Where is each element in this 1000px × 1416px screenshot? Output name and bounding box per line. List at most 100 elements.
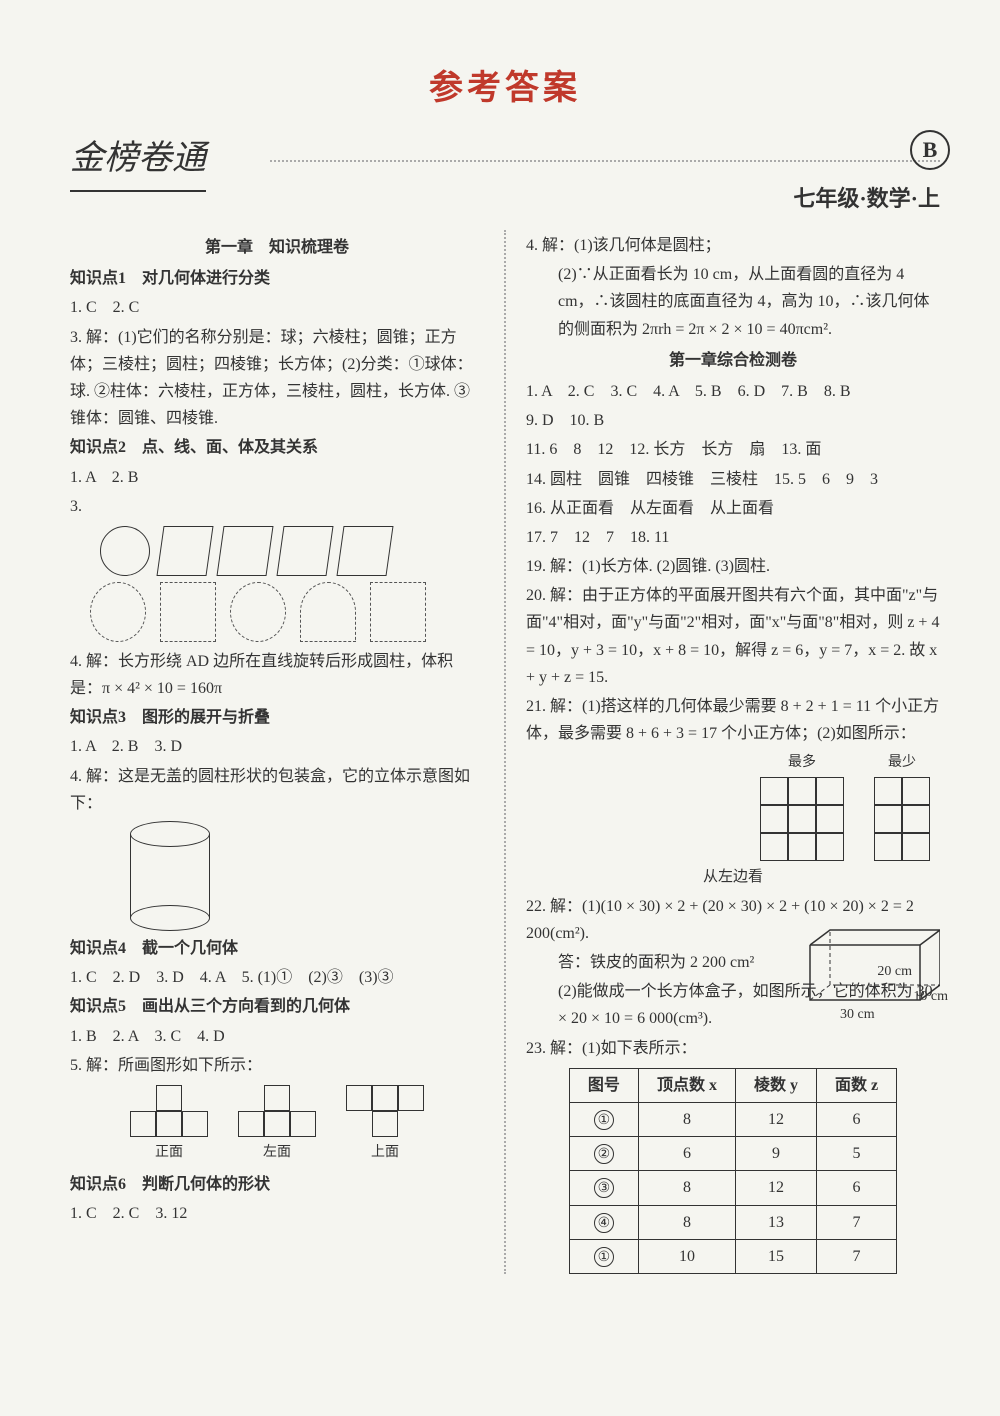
table-cell: 6 [816, 1171, 896, 1205]
page-title: 参考答案 [70, 60, 940, 118]
most-label: 最多 [760, 751, 844, 775]
t6: 17. 7 12 7 18. 11 [526, 524, 940, 551]
t9: 21. 解：(1)搭这样的几何体最少需要 8 + 2 + 1 = 11 个小正方… [526, 693, 940, 747]
t7: 19. 解：(1)长方体. (2)圆锥. (3)圆柱. [526, 553, 940, 580]
top-label: 上面 [346, 1141, 424, 1165]
table-cell: 7 [816, 1205, 896, 1239]
column-divider [504, 230, 506, 1274]
cuboid-figure: 20 cm 10 cm 30 cm [790, 925, 940, 1035]
kp5-answers-1: 1. B 2. A 3. C 4. D [70, 1023, 484, 1050]
three-views: 正面 左面 上面 [70, 1085, 484, 1165]
kp2-answers-1: 1. A 2. B [70, 464, 484, 491]
left-view-caption: 从左边看 [526, 865, 940, 891]
table-cell: ① [569, 1102, 638, 1136]
right-column: 4. 解：(1)该几何体是圆柱； (2)∵从正面看长为 10 cm，从上面看圆的… [526, 230, 940, 1274]
dim-20: 20 cm [877, 960, 912, 984]
left-label: 左面 [238, 1141, 316, 1165]
polyhedra-table: 图号顶点数 x棱数 y面数 z ①8126②695③8126④8137①1015… [569, 1068, 897, 1274]
solid-cube [160, 582, 216, 642]
t2: 9. D 10. B [526, 407, 940, 434]
table-cell: 12 [735, 1102, 816, 1136]
table-cell: 7 [816, 1239, 896, 1273]
table-cell: ③ [569, 1171, 638, 1205]
table-header: 棱数 y [735, 1068, 816, 1102]
left-column: 第一章 知识梳理卷 知识点1 对几何体进行分类 1. C 2. C 3. 解：(… [70, 230, 484, 1274]
table-cell: 15 [735, 1239, 816, 1273]
kp5-q5: 5. 解：所画图形如下所示： [70, 1052, 484, 1079]
table-cell: ② [569, 1137, 638, 1171]
open-cylinder-figure [130, 821, 210, 931]
kp6-answers: 1. C 2. C 3. 12 [70, 1200, 484, 1227]
table-cell: 10 [638, 1239, 735, 1273]
edition-badge: B [910, 130, 950, 170]
table-header: 面数 z [816, 1068, 896, 1102]
kp2-q4: 4. 解：长方形绕 AD 边所在直线旋转后形成圆柱，体积是：π × 4² × 1… [70, 648, 484, 702]
shape-outlines-row [100, 526, 484, 576]
least-grid: 最少 [874, 751, 930, 861]
kp3-q4: 4. 解：这是无盖的圆柱形状的包装盒，它的立体示意图如下： [70, 763, 484, 817]
kp3-title: 知识点3 图形的展开与折叠 [70, 704, 484, 731]
table-header: 图号 [569, 1068, 638, 1102]
t3: 11. 6 8 12 12. 长方 长方 扇 13. 面 [526, 436, 940, 463]
table-cell: 5 [816, 1137, 896, 1171]
kp1-answers-2: 3. 解：(1)它们的名称分别是：球；六棱柱；圆锥；正方体；三棱柱；圆柱；四棱锥… [70, 324, 484, 433]
kp4-title: 知识点4 截一个几何体 [70, 935, 484, 962]
table-cell: 6 [638, 1137, 735, 1171]
t1: 1. A 2. C 3. C 4. A 5. B 6. D 7. B 8. B [526, 378, 940, 405]
table-header: 顶点数 x [638, 1068, 735, 1102]
q4b: (2)∵从正面看长为 10 cm，从上面看圆的直径为 4 cm，∴该圆柱的底面直… [526, 261, 940, 343]
kp1-title: 知识点1 对几何体进行分类 [70, 265, 484, 292]
solids-row [90, 582, 484, 642]
table-cell: 8 [638, 1171, 735, 1205]
kp2-title: 知识点2 点、线、面、体及其关系 [70, 434, 484, 461]
table-row: ④8137 [569, 1205, 896, 1239]
grade-label: 七年级·数学·上 [793, 180, 940, 217]
kp2-q3: 3. [70, 493, 484, 520]
front-view: 正面 [130, 1085, 208, 1165]
table-row: ①10157 [569, 1239, 896, 1273]
table-row: ①8126 [569, 1102, 896, 1136]
left-view: 左面 [238, 1085, 316, 1165]
t11: 23. 解：(1)如下表所示： [526, 1035, 940, 1062]
table-cell: 8 [638, 1205, 735, 1239]
solid-cylinder [230, 582, 286, 642]
front-label: 正面 [130, 1141, 208, 1165]
table-row: ②695 [569, 1137, 896, 1171]
header: 参考答案 金榜卷通 B 七年级·数学·上 [70, 60, 940, 230]
dim-10: 10 cm [913, 985, 948, 1009]
table-cell: 6 [816, 1102, 896, 1136]
table-cell: 9 [735, 1137, 816, 1171]
shape-cuboid [276, 526, 333, 576]
solid-cone [300, 582, 356, 642]
test-title: 第一章综合检测卷 [526, 347, 940, 374]
q4a: 4. 解：(1)该几何体是圆柱； [526, 232, 940, 259]
t4: 14. 圆柱 圆锥 四棱锥 三棱柱 15. 5 6 9 3 [526, 466, 940, 493]
table-cell: 12 [735, 1171, 816, 1205]
table-cell: ① [569, 1239, 638, 1273]
kp1-answers-1: 1. C 2. C [70, 294, 484, 321]
shape-wedge [336, 526, 393, 576]
table-cell: ④ [569, 1205, 638, 1239]
kp5-title: 知识点5 画出从三个方向看到的几何体 [70, 993, 484, 1020]
solid-pyramid [370, 582, 426, 642]
least-label: 最少 [874, 751, 930, 775]
content-columns: 第一章 知识梳理卷 知识点1 对几何体进行分类 1. C 2. C 3. 解：(… [70, 230, 940, 1274]
t8: 20. 解：由于正方体的平面展开图共有六个面，其中面"z"与面"4"相对，面"y… [526, 582, 940, 691]
shape-prism [156, 526, 213, 576]
dotted-rule [270, 160, 940, 162]
table-cell: 13 [735, 1205, 816, 1239]
kp3-answers-1: 1. A 2. B 3. D [70, 733, 484, 760]
t5: 16. 从正面看 从左面看 从上面看 [526, 495, 940, 522]
top-view: 上面 [346, 1085, 424, 1165]
shape-sphere [100, 526, 150, 576]
dim-30: 30 cm [840, 1003, 875, 1027]
shape-cube [216, 526, 273, 576]
logo-text: 金榜卷通 [70, 130, 206, 192]
table-row: ③8126 [569, 1171, 896, 1205]
solid-sphere [90, 582, 146, 642]
kp6-title: 知识点6 判断几何体的形状 [70, 1171, 484, 1198]
table-cell: 8 [638, 1102, 735, 1136]
most-grid: 最多 [760, 751, 844, 861]
chapter-title: 第一章 知识梳理卷 [70, 234, 484, 261]
most-least-grids: 最多 最少 [526, 751, 930, 861]
